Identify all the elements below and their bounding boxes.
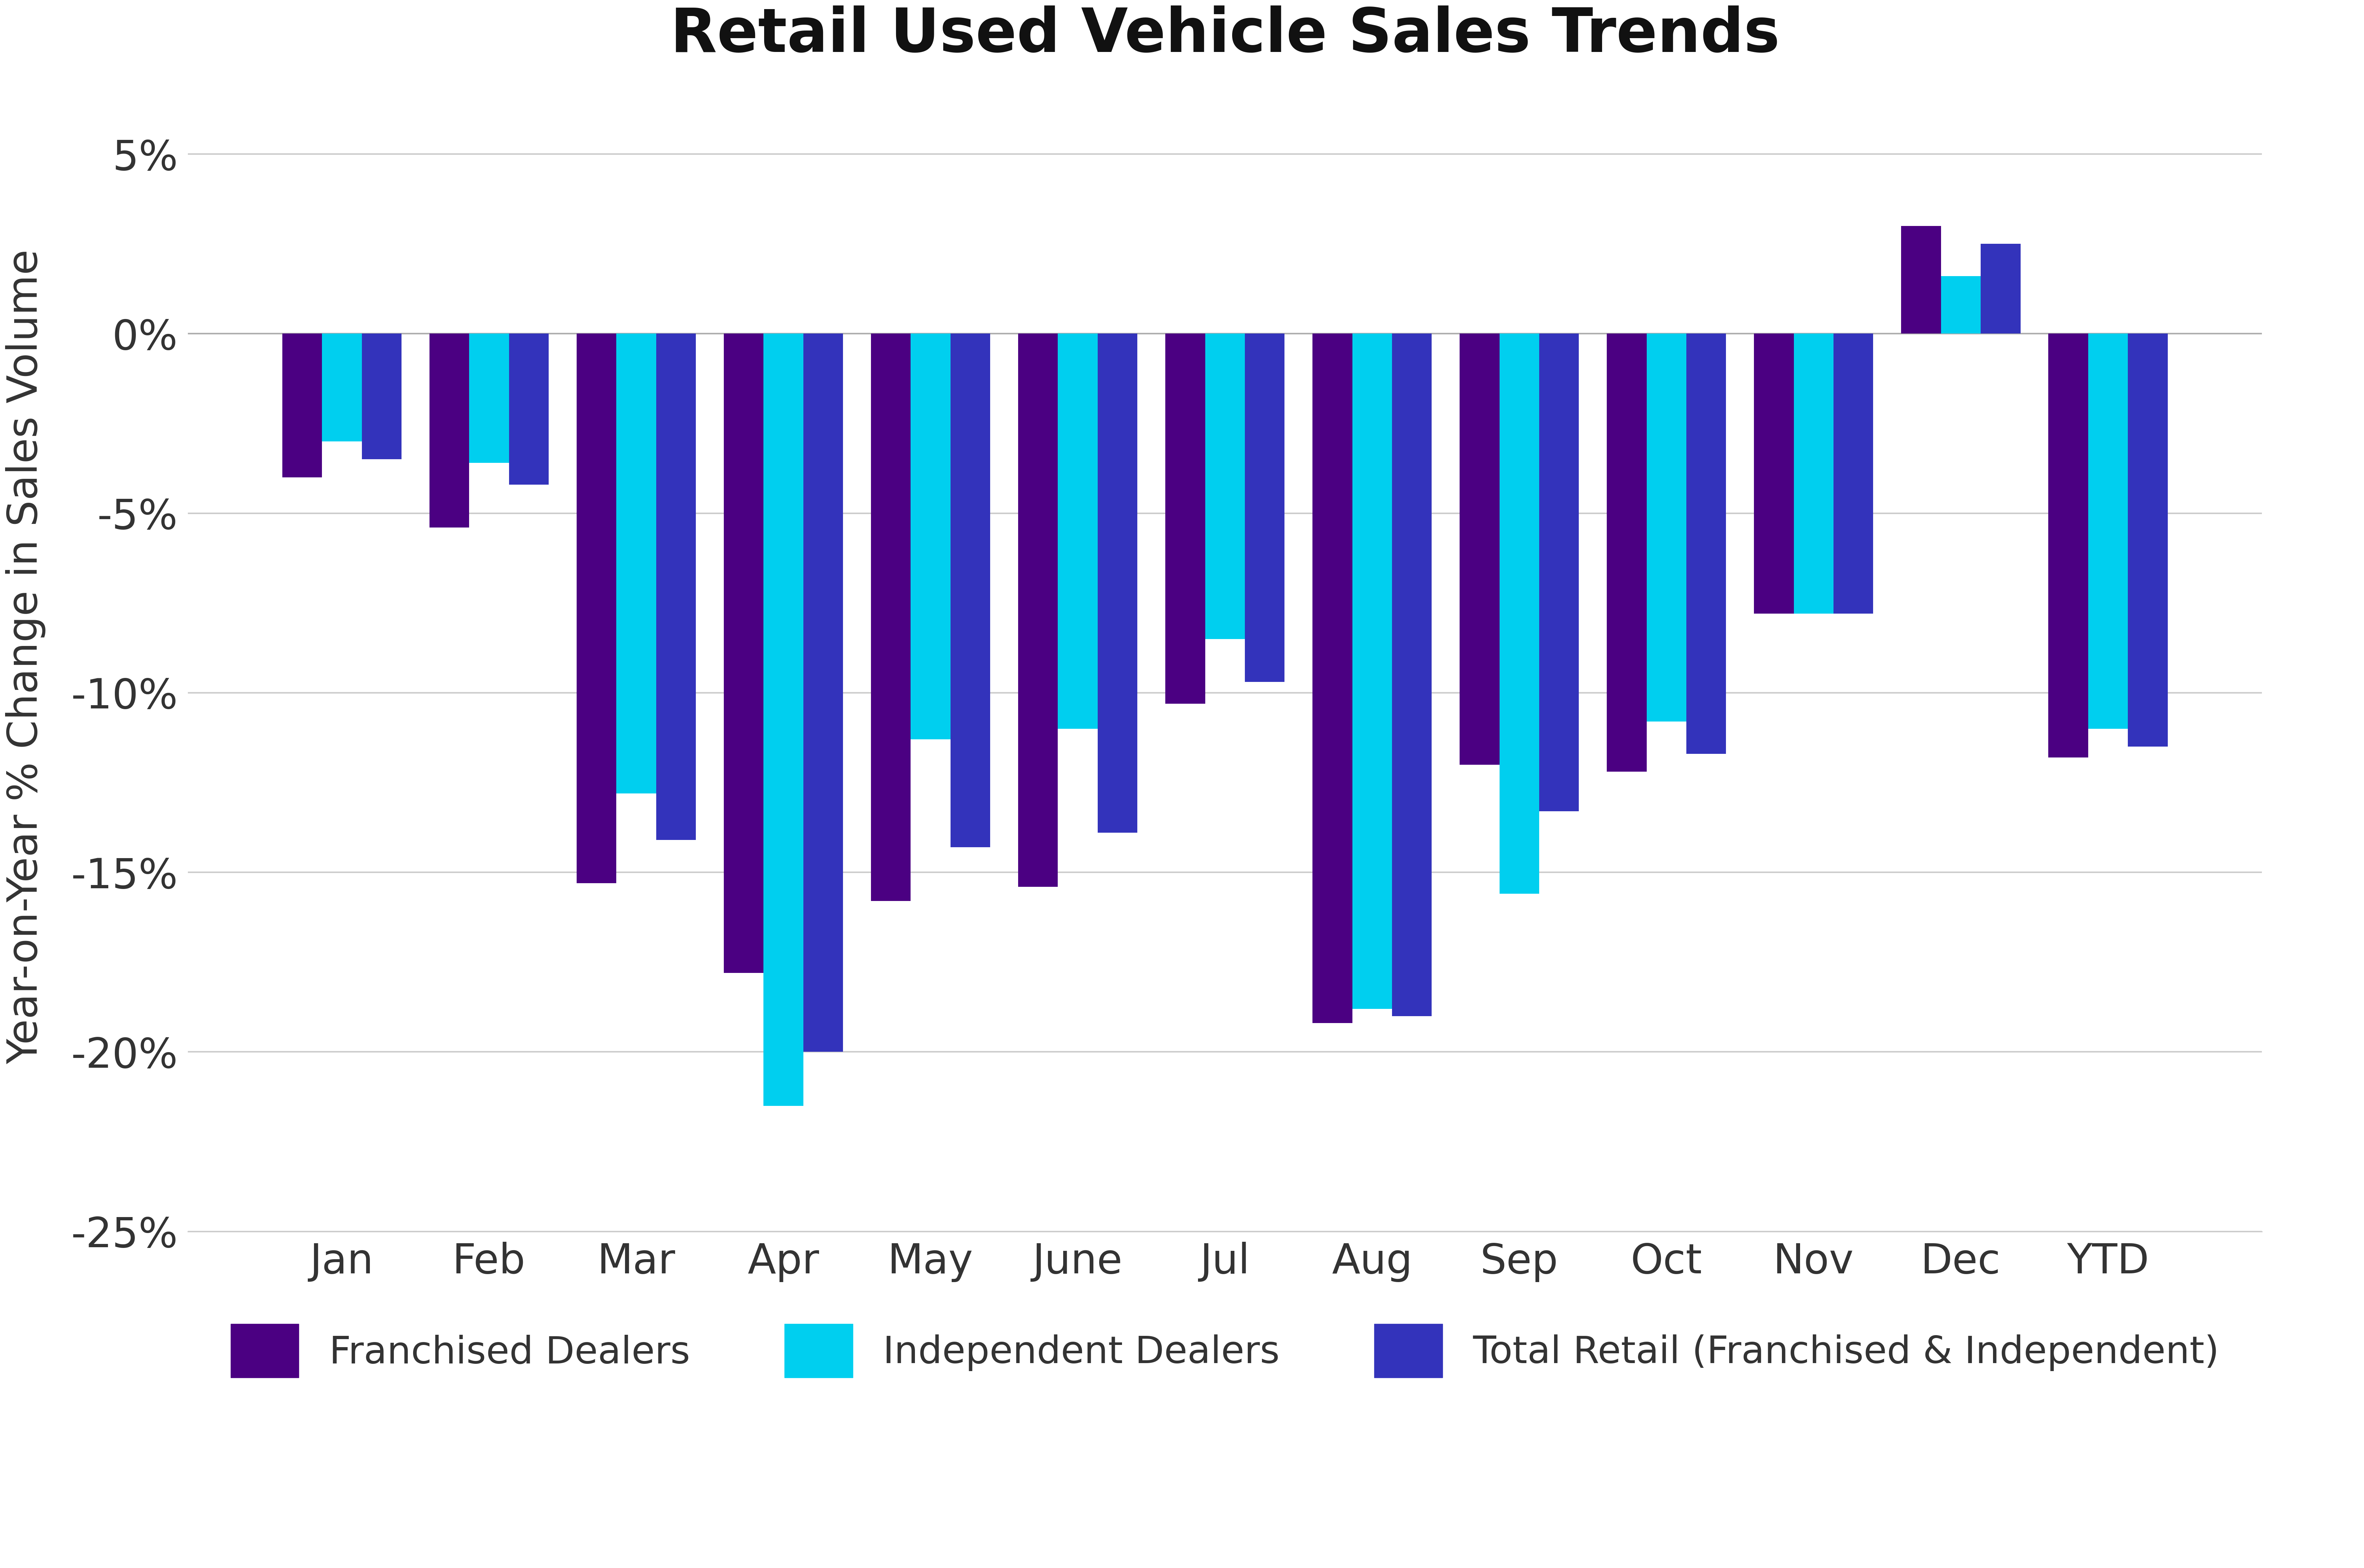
Bar [508,334,548,485]
Bar [1312,334,1352,1024]
Bar [281,334,322,477]
Bar [1686,334,1726,754]
Bar [2087,334,2128,729]
Bar [764,334,804,1105]
Bar [2047,334,2087,757]
Bar [1097,334,1137,833]
Bar [655,334,695,840]
Bar [1019,334,1057,887]
Bar [1608,334,1645,771]
Bar [1645,334,1686,721]
Bar [1392,334,1433,1016]
Bar [2128,334,2168,746]
Legend: Franchised Dealers, Independent Dealers, Total Retail (Franchised & Independent): Franchised Dealers, Independent Dealers,… [213,1305,2239,1397]
Bar [1941,276,1981,334]
Bar [322,334,362,441]
Bar [617,334,655,793]
Bar [577,334,617,883]
Bar [362,334,402,459]
Bar [1981,245,2021,334]
Bar [1901,226,1941,334]
Bar [468,334,508,463]
Bar [950,334,991,847]
Bar [1539,334,1579,811]
Y-axis label: Year-on-Year % Change in Sales Volume: Year-on-Year % Change in Sales Volume [5,249,45,1065]
Bar [723,334,764,972]
Bar [1499,334,1539,894]
Bar [1206,334,1243,638]
Bar [1165,334,1206,704]
Bar [1459,334,1499,765]
Bar [430,334,468,527]
Bar [1352,334,1392,1008]
Bar [1832,334,1872,613]
Bar [804,334,844,1052]
Bar [1754,334,1794,613]
Title: Retail Used Vehicle Sales Trends: Retail Used Vehicle Sales Trends [669,5,1780,64]
Bar [910,334,950,740]
Bar [1794,334,1832,613]
Bar [1057,334,1097,729]
Bar [1243,334,1284,682]
Bar [870,334,910,902]
